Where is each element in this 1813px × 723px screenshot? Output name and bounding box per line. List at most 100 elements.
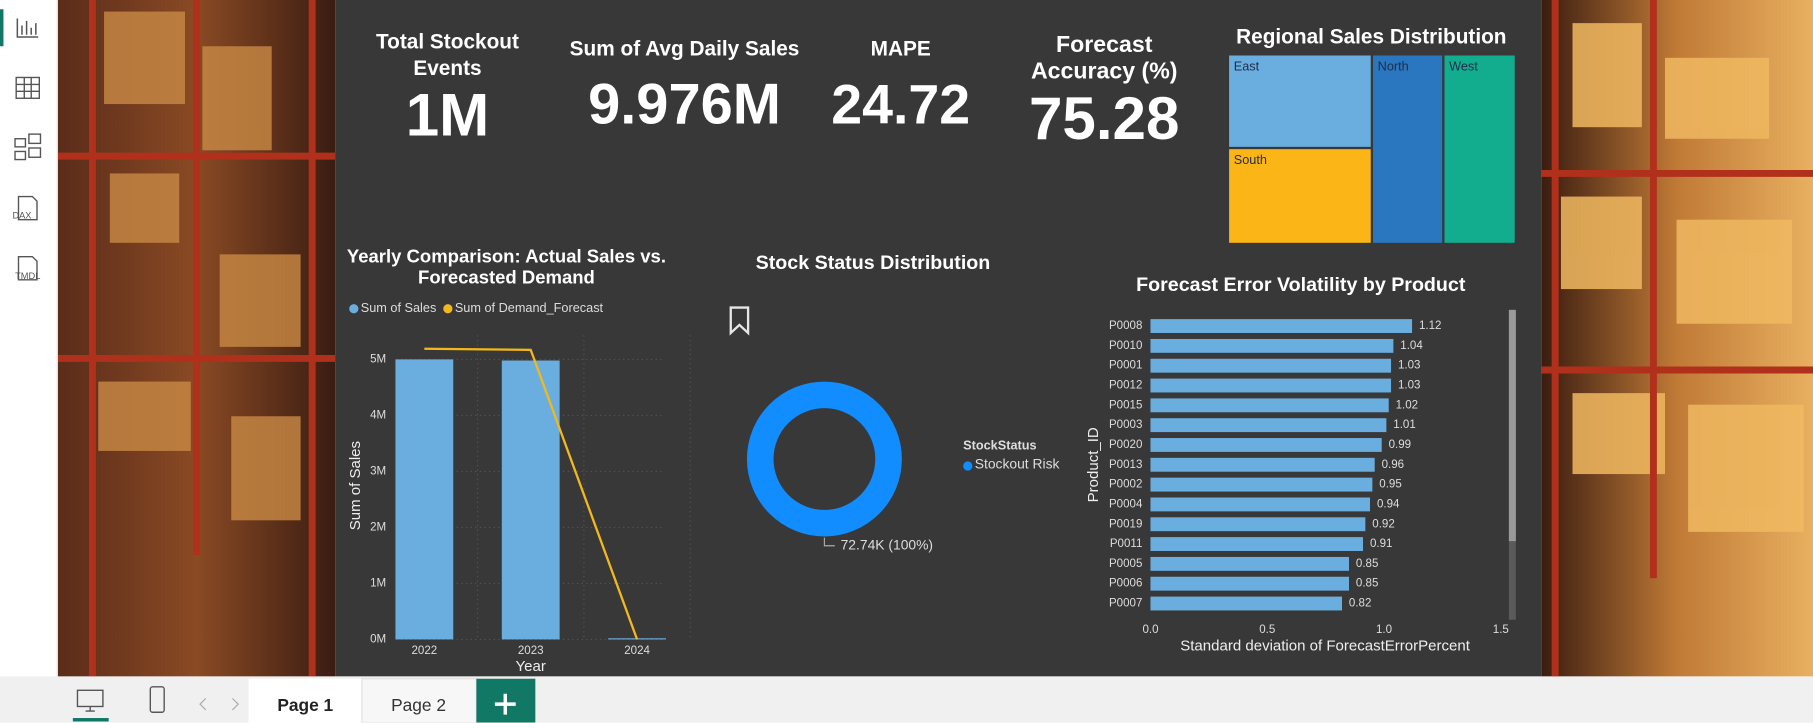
mobile-view-icon[interactable] [149, 686, 165, 713]
x-tick-label: 0.5 [1259, 624, 1275, 636]
model-view-icon[interactable] [14, 133, 42, 161]
data-label: 0.96 [1382, 459, 1404, 471]
data-label: 72.74K (100%) [841, 536, 933, 552]
chart-title: Regional Sales Distribution [1236, 26, 1506, 49]
treemap-tile [1373, 55, 1443, 243]
sidebar [0, 0, 58, 723]
x-tick-label: 1.0 [1376, 624, 1392, 636]
dax-view-icon[interactable] [17, 195, 38, 221]
x-tick-label: 0.0 [1142, 624, 1158, 636]
bar [1150, 596, 1342, 611]
bar [1150, 398, 1389, 413]
data-label: 0.94 [1377, 498, 1400, 510]
tmdl-view-icon[interactable] [17, 255, 38, 281]
scrollbar-thumb[interactable] [1508, 309, 1516, 542]
y-tick-label: 0M [370, 633, 386, 645]
treemap-tile [1229, 55, 1371, 147]
y-tick-label: 3M [370, 465, 386, 477]
y-tick-label: P0003 [1109, 419, 1142, 431]
bar [1150, 338, 1394, 353]
chart-title: Stock Status Distribution [756, 252, 991, 274]
y-tick-label: P0005 [1109, 558, 1142, 570]
tile-label: North [1378, 58, 1409, 73]
y-tick-label: 2M [370, 521, 386, 533]
y-tick-label: 4M [370, 409, 386, 421]
legend-title: StockStatus [963, 438, 1036, 453]
bar [1150, 537, 1364, 551]
bar [1150, 457, 1375, 472]
chart-title: Yearly Comparison: Actual Sales vs. Fore… [346, 247, 666, 288]
x-tick-label: 2022 [412, 645, 438, 657]
card-value: 75.28 [1028, 85, 1180, 153]
y-tick-label: P0011 [1110, 538, 1143, 550]
x-axis-title: Standard deviation of ForecastErrorPerce… [1180, 637, 1470, 654]
y-tick-label: P0008 [1109, 320, 1142, 332]
legend-label: Stockout Risk [975, 455, 1060, 471]
selected-indicator [72, 718, 109, 722]
bar [1150, 319, 1413, 333]
page-tab-label[interactable]: Page 1 [277, 695, 333, 715]
donut-slice [746, 381, 902, 537]
data-label: 1.03 [1398, 360, 1420, 372]
y-tick-label: P0013 [1109, 459, 1142, 471]
report-view-icon[interactable] [16, 18, 39, 38]
card-title: Forecast Accuracy (%) [1030, 32, 1178, 85]
desktop-view-icon[interactable] [76, 689, 104, 712]
bar [1150, 378, 1392, 393]
data-label: 0.85 [1356, 578, 1378, 590]
y-tick-label: P0004 [1109, 498, 1143, 510]
y-tick-label: P0010 [1109, 340, 1142, 352]
bar [395, 359, 454, 640]
y-tick-label: P0006 [1109, 578, 1142, 590]
add-icon [494, 693, 516, 715]
page-tab[interactable] [361, 678, 477, 723]
treemap-tile [1229, 149, 1371, 243]
data-label: 0.82 [1349, 598, 1371, 610]
shelves [57, 0, 336, 677]
card-title: Sum of Avg Daily Sales [569, 37, 800, 61]
card-value: 9.976M [588, 71, 781, 137]
bar [1150, 497, 1371, 512]
bookmark-icon[interactable] [729, 306, 750, 336]
icon-label: TMDL [15, 271, 40, 281]
data-label: 1.04 [1400, 340, 1423, 352]
page-tab-label[interactable]: Page 2 [391, 695, 446, 715]
tile-label: West [1449, 58, 1478, 73]
bar [1150, 576, 1349, 591]
legend-marker [963, 461, 973, 471]
data-label: 1.01 [1393, 419, 1415, 431]
bar [1150, 517, 1366, 532]
data-label: 0.95 [1379, 479, 1401, 491]
legend-marker [443, 304, 453, 314]
table-view-icon[interactable] [15, 76, 41, 99]
data-label: 0.85 [1356, 558, 1378, 570]
x-axis-title: Year [516, 658, 546, 675]
x-tick-label: 1.5 [1493, 624, 1509, 636]
y-tick-label: 1M [370, 577, 386, 589]
shelves [1541, 0, 1813, 677]
y-tick-label: P0007 [1109, 598, 1142, 610]
data-label: 0.91 [1370, 538, 1392, 550]
data-label: 0.92 [1372, 518, 1394, 530]
next-page-arrow[interactable] [231, 697, 240, 711]
y-tick-label: P0015 [1109, 399, 1142, 411]
leader-line [823, 537, 835, 547]
data-label: 1.02 [1396, 399, 1418, 411]
tile-label: East [1234, 58, 1260, 73]
bar [1150, 358, 1392, 373]
x-tick-label: 2023 [518, 645, 544, 657]
y-axis-title: Product_ID [1085, 427, 1102, 502]
y-tick-label: P0012 [1109, 380, 1142, 392]
card-value: 24.72 [831, 75, 971, 137]
x-tick-label: 2024 [624, 645, 650, 657]
line [424, 347, 639, 640]
chart-title: Forecast Error Volatility by Product [1136, 274, 1466, 296]
card-title: MAPE [870, 37, 931, 61]
legend-label: Sum of Demand_Forecast [455, 300, 604, 315]
legend-label: Sum of Sales [361, 300, 437, 315]
prev-page-arrow[interactable] [199, 697, 207, 711]
page-tab[interactable] [248, 678, 362, 723]
treemap-tile [1444, 55, 1515, 243]
y-tick-label: P0019 [1109, 518, 1142, 530]
